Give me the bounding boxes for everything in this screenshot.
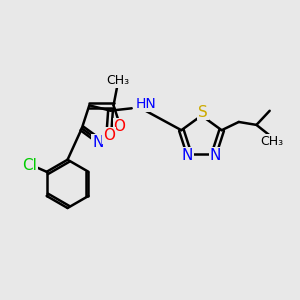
Text: Cl: Cl <box>22 158 37 173</box>
Text: CH₃: CH₃ <box>260 135 283 148</box>
Text: O: O <box>103 128 115 143</box>
Text: N: N <box>92 135 103 150</box>
Text: CH₃: CH₃ <box>106 74 129 87</box>
Text: O: O <box>113 118 125 134</box>
Text: N: N <box>210 148 221 163</box>
Text: S: S <box>198 104 208 119</box>
Text: N: N <box>182 148 193 163</box>
Text: HN: HN <box>135 97 156 111</box>
